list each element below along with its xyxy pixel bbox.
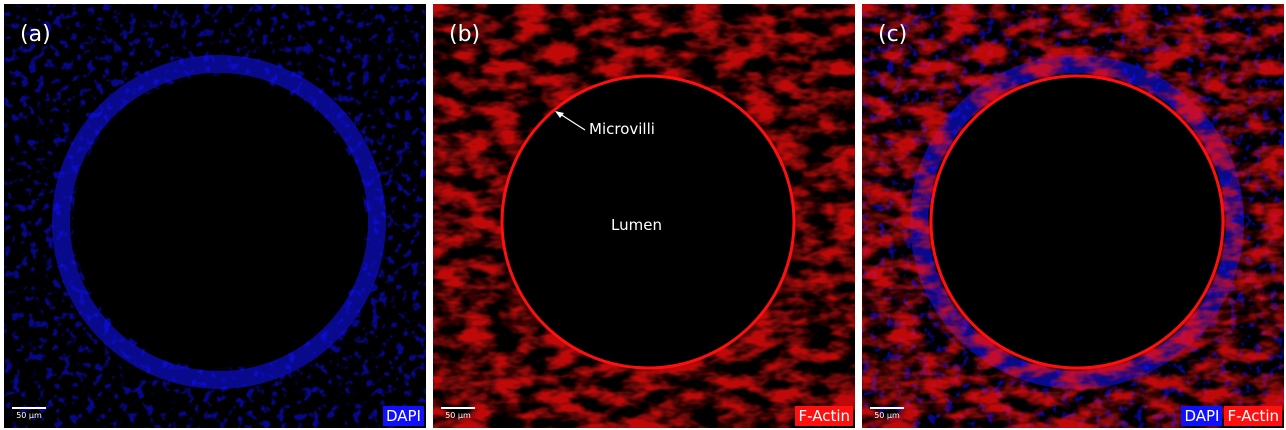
scale-bar: 50 µm (12, 407, 46, 420)
scale-text: 50 µm (16, 411, 42, 420)
scale-text: 50 µm (874, 411, 900, 420)
stain-label: F-Actin (795, 406, 853, 426)
scale-bar: 50 µm (870, 407, 904, 420)
annotation: Microvilli (589, 120, 655, 138)
panel-label: (b) (449, 22, 480, 47)
micrograph (862, 4, 1284, 428)
stain-label: DAPI (1181, 406, 1222, 426)
stain-label: DAPI (383, 406, 424, 426)
scale-text: 50 µm (445, 411, 471, 420)
panel-label: (c) (878, 22, 907, 47)
page: (a) 50 µm DAPI (b) 50 µm F-Actin Microvi… (0, 0, 1286, 430)
panel-label: (a) (20, 22, 51, 47)
stain-legend: F-Actin (795, 406, 853, 426)
stain-label: F-Actin (1224, 406, 1282, 426)
panel: (b) 50 µm F-Actin Microvilli Lumen (433, 4, 855, 428)
scale-bar: 50 µm (441, 407, 475, 420)
micrograph (4, 4, 426, 428)
stain-legend: DAPI (383, 406, 424, 426)
panel: (a) 50 µm DAPI (4, 4, 426, 428)
lumen (73, 76, 365, 368)
annotation: Lumen (611, 216, 662, 234)
